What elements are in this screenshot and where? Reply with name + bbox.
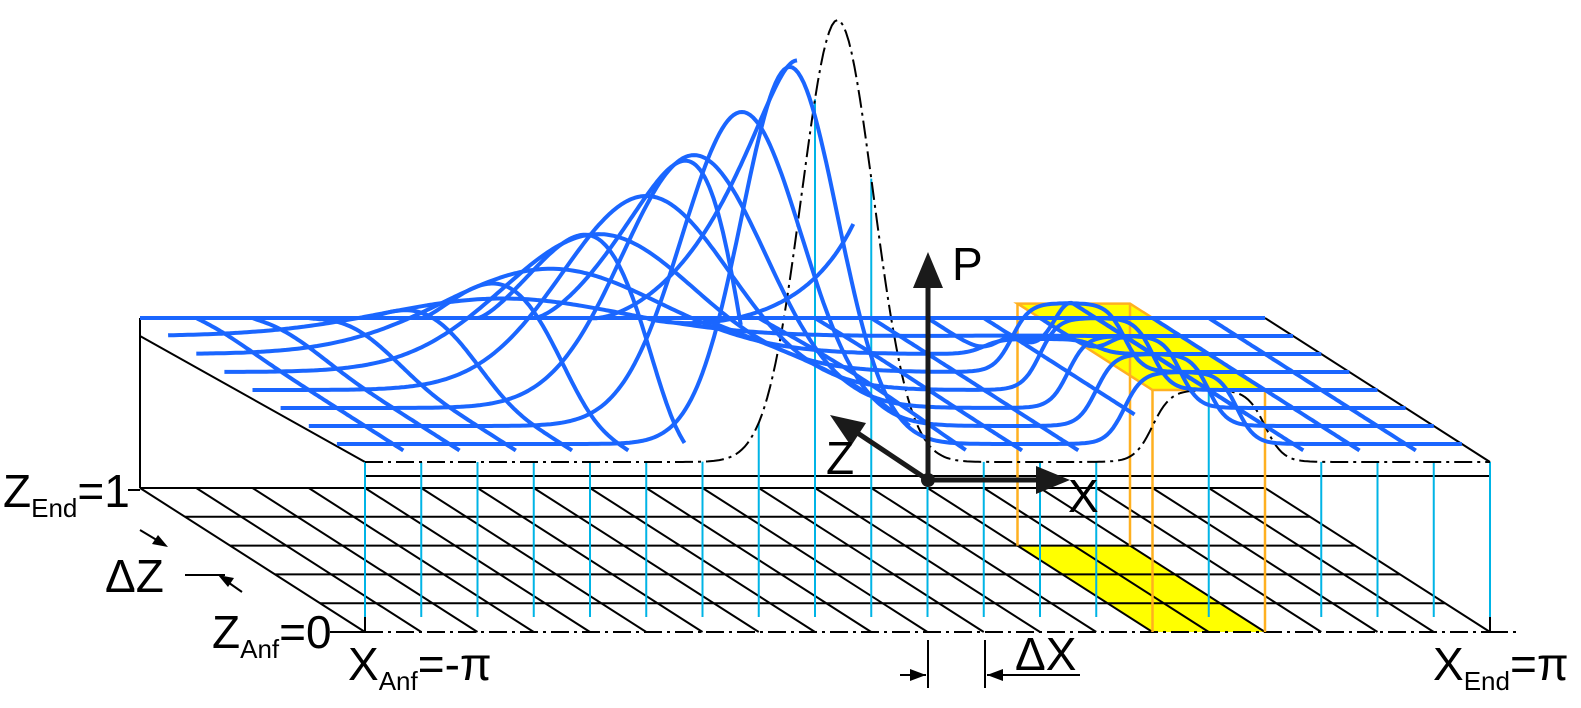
p-axis-label: P [952, 238, 983, 290]
delta-z-label: ΔZ [105, 550, 164, 602]
x-axis-label: X [1068, 470, 1099, 522]
z-end-label: ZEnd=1 [3, 465, 130, 523]
mesh-line [926, 316, 1136, 417]
mesh-line [1095, 316, 1305, 453]
mesh-line [701, 316, 911, 428]
symbol: Z [212, 606, 240, 658]
x-anf-label: XAnf=-π [348, 638, 492, 696]
axes [830, 252, 1070, 494]
mesh-line [308, 316, 517, 453]
mesh-line [1151, 316, 1361, 453]
mesh-line [477, 232, 687, 444]
value: =π [1510, 638, 1569, 690]
delta-x-label: ΔX [1015, 628, 1076, 680]
base-grid-line [195, 487, 422, 633]
x-arrowhead [1036, 466, 1070, 494]
dx-head [987, 669, 1003, 681]
x-end-label: XEnd=π [1433, 638, 1569, 696]
frame-line [139, 335, 366, 463]
dz-head [152, 535, 168, 547]
origin [921, 473, 935, 487]
symbol: Z [3, 465, 31, 517]
base-grid-line [139, 487, 366, 633]
mesh-line [757, 316, 967, 452]
mesh-line [1207, 316, 1417, 453]
z-anf-label: ZAnf=0 [212, 606, 332, 664]
symbol: X [348, 638, 379, 690]
front-profile [365, 18, 1490, 463]
z-axis-label: Z [826, 432, 854, 484]
subscript: End [1464, 666, 1510, 696]
value: =1 [77, 465, 129, 517]
p-arrowhead [913, 252, 943, 288]
mesh-line [195, 316, 405, 453]
subscript: End [31, 493, 77, 523]
mesh-line [364, 308, 574, 453]
mesh-line [589, 58, 798, 321]
subscript: Anf [240, 634, 280, 664]
z-axis [848, 425, 930, 483]
subscript: Anf [379, 666, 419, 696]
value: =-π [418, 638, 492, 690]
geometry [128, 18, 1518, 633]
mesh-line [813, 316, 1024, 453]
dimension-marks [139, 529, 1080, 688]
symbol: X [1433, 638, 1464, 690]
dz-head [218, 575, 234, 587]
mesh-line [533, 158, 743, 326]
mesh-line [645, 223, 856, 326]
z-arrowhead [830, 415, 866, 446]
dx-head [910, 669, 926, 681]
value: =0 [279, 606, 331, 658]
mesh-line [870, 316, 1080, 453]
mesh-line [420, 281, 630, 453]
mesh-line [251, 316, 461, 453]
